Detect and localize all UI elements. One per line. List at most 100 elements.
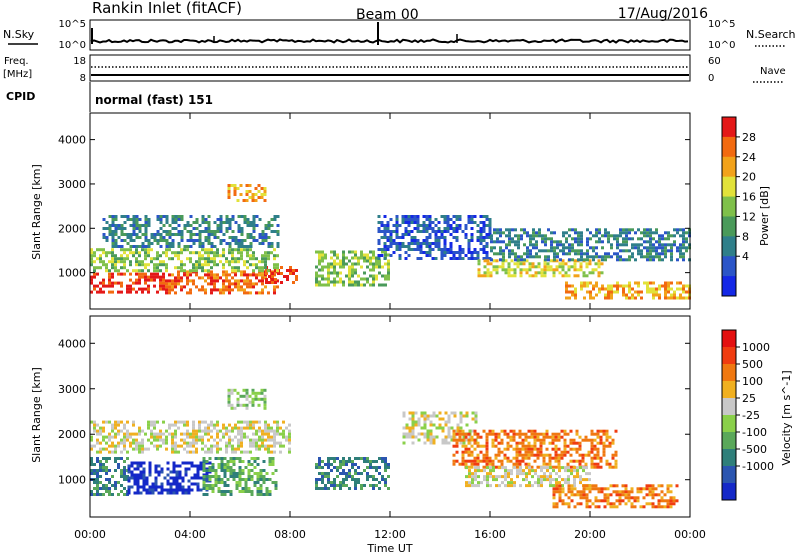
data-cell xyxy=(261,254,264,258)
data-cell xyxy=(99,287,102,291)
data-cell xyxy=(470,450,474,454)
data-cell xyxy=(241,487,245,490)
data-cell xyxy=(549,475,552,479)
data-cell xyxy=(195,227,199,230)
data-cell xyxy=(105,239,109,242)
data-cell xyxy=(196,473,200,477)
data-cell xyxy=(93,287,96,291)
data-cell xyxy=(603,496,607,500)
data-cell xyxy=(489,469,492,473)
data-cell xyxy=(491,429,495,433)
data-cell xyxy=(192,432,195,436)
data-cell xyxy=(604,293,607,297)
data-cell xyxy=(553,252,556,256)
data-cell xyxy=(642,505,646,509)
data-cell xyxy=(664,290,667,294)
data-cell xyxy=(404,218,408,221)
data-cell xyxy=(111,236,115,239)
data-cell xyxy=(543,472,546,476)
data-cell xyxy=(207,215,211,218)
data-cell xyxy=(366,259,369,263)
data-cell xyxy=(425,215,429,218)
data-cell xyxy=(670,234,673,238)
data-cell xyxy=(150,429,153,433)
data-cell xyxy=(227,397,231,401)
data-cell xyxy=(324,463,327,466)
data-cell xyxy=(372,478,375,481)
data-cell xyxy=(225,242,229,245)
data-cell xyxy=(102,290,105,294)
data-cell xyxy=(589,296,592,300)
data-cell xyxy=(114,257,117,261)
data-cell xyxy=(465,438,469,442)
data-cell xyxy=(482,248,486,251)
data-cell xyxy=(216,423,219,427)
data-cell xyxy=(168,257,171,261)
data-cell xyxy=(411,414,415,418)
data-cell xyxy=(616,255,619,259)
data-cell xyxy=(542,459,546,463)
data-cell xyxy=(171,447,174,451)
data-cell xyxy=(102,420,105,424)
data-cell xyxy=(577,237,580,241)
data-cell xyxy=(392,242,396,245)
data-cell xyxy=(581,453,585,457)
data-cell xyxy=(604,296,607,300)
data-cell xyxy=(210,251,213,255)
data-cell xyxy=(422,215,426,218)
data-cell xyxy=(392,230,396,233)
data-cell xyxy=(646,258,649,262)
data-cell xyxy=(207,227,211,230)
data-cell xyxy=(476,456,480,460)
data-cell xyxy=(108,450,111,454)
data-cell xyxy=(542,462,546,466)
data-cell xyxy=(263,187,267,190)
data-cell xyxy=(156,272,159,276)
data-cell xyxy=(205,475,209,478)
data-cell xyxy=(459,417,463,421)
data-cell xyxy=(508,249,511,253)
data-cell xyxy=(494,432,498,436)
data-cell xyxy=(640,243,643,247)
data-cell xyxy=(505,246,508,250)
data-cell xyxy=(471,484,474,488)
data-cell xyxy=(497,435,501,439)
data-cell xyxy=(596,441,600,445)
data-cell xyxy=(230,388,234,392)
data-cell xyxy=(452,429,456,433)
colorbar-tick-label: 4 xyxy=(742,250,749,263)
data-cell xyxy=(576,490,580,494)
data-cell xyxy=(648,484,652,488)
data-cell xyxy=(580,243,583,247)
data-cell xyxy=(225,279,228,283)
data-cell xyxy=(135,447,138,451)
data-cell xyxy=(114,460,117,463)
data-cell xyxy=(273,444,276,448)
data-cell xyxy=(669,490,673,494)
data-cell xyxy=(554,447,558,451)
data-cell xyxy=(258,444,261,448)
data-cell xyxy=(499,246,502,250)
data-cell xyxy=(381,283,384,287)
data-cell xyxy=(375,478,378,481)
data-cell xyxy=(588,487,592,491)
data-cell xyxy=(470,257,474,260)
data-cell xyxy=(384,253,387,257)
data-cell xyxy=(443,251,447,254)
data-cell xyxy=(621,490,625,494)
data-cell xyxy=(670,249,673,253)
data-cell xyxy=(685,296,688,300)
data-cell xyxy=(592,284,595,288)
data-cell xyxy=(461,459,465,463)
data-cell xyxy=(634,243,637,247)
data-cell xyxy=(243,245,247,248)
data-cell xyxy=(599,441,603,445)
data-cell xyxy=(631,243,634,247)
data-cell xyxy=(579,496,583,500)
data-cell xyxy=(375,466,378,469)
data-cell xyxy=(138,218,142,221)
data-cell xyxy=(366,265,369,269)
data-cell xyxy=(420,426,424,430)
data-cell xyxy=(594,262,598,266)
data-cell xyxy=(579,493,583,497)
